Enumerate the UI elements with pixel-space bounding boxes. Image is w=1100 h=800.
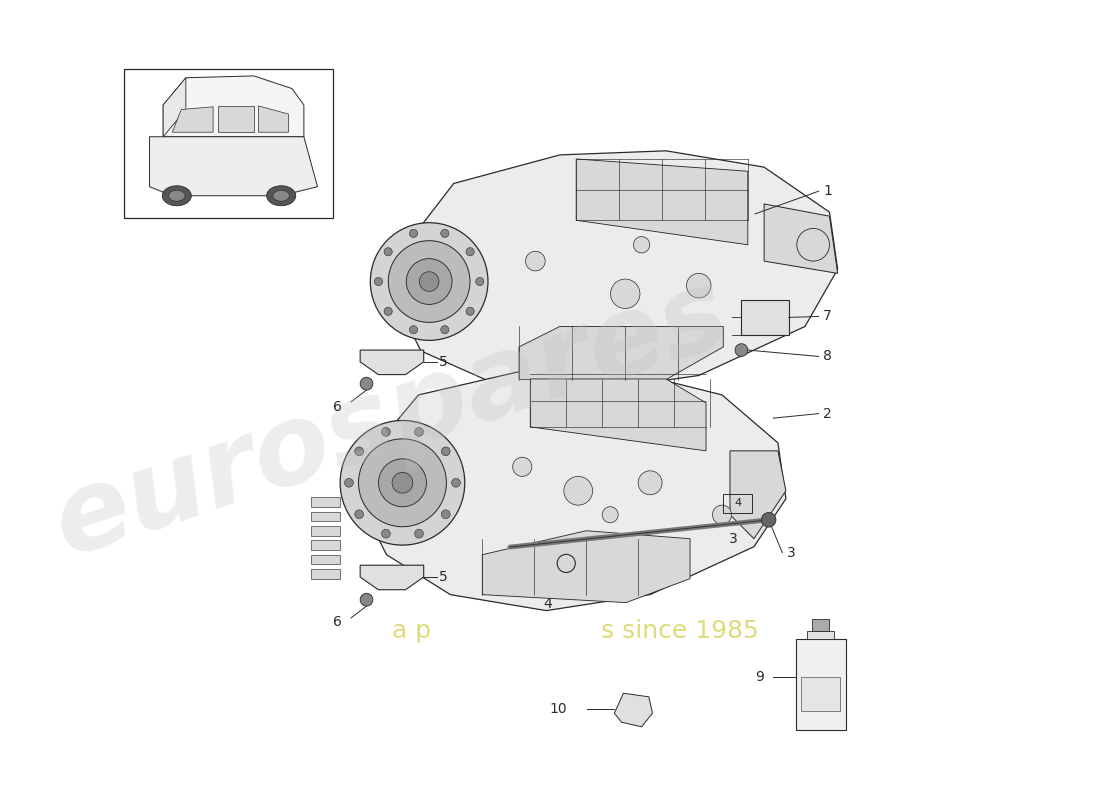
Circle shape — [735, 344, 748, 357]
Text: 6: 6 — [333, 615, 342, 630]
Text: 7: 7 — [823, 310, 832, 323]
Polygon shape — [310, 497, 340, 506]
Circle shape — [761, 513, 776, 527]
Circle shape — [355, 447, 364, 456]
Polygon shape — [163, 76, 304, 137]
Circle shape — [378, 459, 427, 506]
Bar — [812, 618, 828, 631]
Bar — [724, 494, 752, 514]
Polygon shape — [764, 204, 838, 274]
Circle shape — [409, 326, 418, 334]
Polygon shape — [310, 511, 340, 521]
Text: a p: a p — [392, 619, 431, 643]
Circle shape — [360, 594, 373, 606]
Polygon shape — [310, 540, 340, 550]
Circle shape — [340, 421, 465, 545]
Text: 5: 5 — [439, 355, 448, 369]
Polygon shape — [576, 159, 748, 245]
Circle shape — [441, 510, 450, 518]
Circle shape — [466, 307, 474, 315]
Polygon shape — [163, 78, 186, 137]
Text: 4: 4 — [543, 598, 552, 611]
Text: 8: 8 — [823, 350, 832, 363]
Circle shape — [406, 258, 452, 305]
Bar — [124, 69, 333, 218]
Polygon shape — [150, 137, 318, 196]
Circle shape — [392, 473, 412, 493]
Circle shape — [441, 230, 449, 238]
Bar — [801, 677, 840, 711]
Circle shape — [564, 476, 593, 505]
Circle shape — [513, 458, 532, 476]
Text: 5: 5 — [439, 570, 448, 584]
Circle shape — [384, 307, 393, 315]
Circle shape — [419, 272, 439, 291]
Circle shape — [638, 471, 662, 494]
Circle shape — [713, 505, 732, 524]
Circle shape — [360, 378, 373, 390]
Circle shape — [610, 279, 640, 309]
Text: 9: 9 — [755, 670, 763, 684]
Circle shape — [475, 278, 484, 286]
Circle shape — [686, 274, 711, 298]
Text: 2: 2 — [823, 406, 832, 421]
Circle shape — [466, 248, 474, 256]
Polygon shape — [258, 106, 288, 132]
Text: eurospares: eurospares — [42, 258, 742, 578]
Circle shape — [409, 230, 418, 238]
Polygon shape — [614, 694, 652, 727]
Bar — [806, 631, 834, 638]
Polygon shape — [519, 326, 724, 379]
Circle shape — [452, 478, 461, 487]
Polygon shape — [363, 371, 785, 610]
Circle shape — [415, 427, 424, 436]
Ellipse shape — [266, 186, 296, 206]
FancyBboxPatch shape — [741, 300, 789, 334]
Circle shape — [526, 251, 546, 271]
Polygon shape — [530, 379, 706, 451]
Text: 3: 3 — [728, 532, 737, 546]
Text: s since 1985: s since 1985 — [601, 619, 759, 643]
Text: 1: 1 — [823, 184, 832, 198]
Polygon shape — [310, 554, 340, 564]
Bar — [796, 638, 846, 730]
Circle shape — [634, 237, 650, 253]
Polygon shape — [310, 569, 340, 578]
Ellipse shape — [168, 190, 185, 201]
Circle shape — [374, 278, 383, 286]
Circle shape — [371, 222, 488, 340]
Circle shape — [796, 229, 829, 261]
Polygon shape — [360, 566, 424, 590]
Circle shape — [415, 530, 424, 538]
Circle shape — [355, 510, 364, 518]
Polygon shape — [218, 106, 254, 132]
Circle shape — [388, 241, 470, 322]
Circle shape — [602, 506, 618, 522]
Ellipse shape — [273, 190, 289, 201]
Polygon shape — [360, 350, 424, 374]
Circle shape — [441, 447, 450, 456]
Polygon shape — [173, 106, 213, 132]
Polygon shape — [396, 151, 838, 392]
Text: 6: 6 — [333, 400, 342, 414]
Polygon shape — [482, 530, 690, 602]
Polygon shape — [730, 451, 785, 538]
Text: 10: 10 — [549, 702, 566, 716]
Ellipse shape — [163, 186, 191, 206]
Circle shape — [384, 248, 393, 256]
Text: 3: 3 — [786, 546, 795, 559]
Circle shape — [344, 478, 353, 487]
Circle shape — [441, 326, 449, 334]
Circle shape — [382, 427, 390, 436]
Circle shape — [359, 439, 447, 526]
Circle shape — [382, 530, 390, 538]
Polygon shape — [310, 526, 340, 535]
Text: 4: 4 — [734, 498, 741, 509]
